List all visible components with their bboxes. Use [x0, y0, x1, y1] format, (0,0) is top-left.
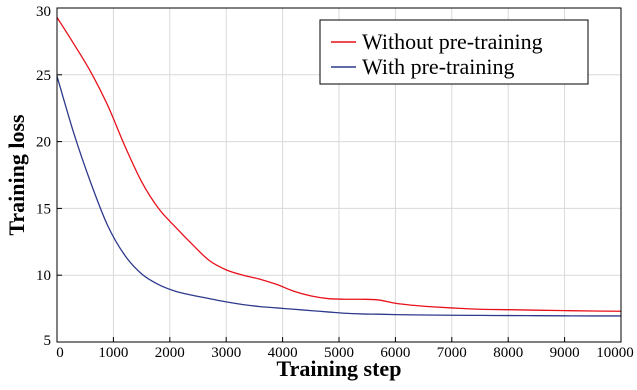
axis-ticks: 0 1000 2000 3000 4000 5000 6000 7000 8000 9000 100…	[36, 4, 634, 361]
y-tick-label: 20	[36, 135, 51, 151]
x-tick-label: 1000	[98, 345, 128, 361]
x-tick-label: 9000	[550, 345, 580, 361]
y-tick-label: 25	[36, 68, 51, 84]
x-tick-label: 0	[56, 345, 64, 361]
x-tick-label: 4000	[268, 345, 298, 361]
x-tick-label: 5000	[324, 345, 354, 361]
y-tick-label: 30	[36, 4, 51, 20]
x-tick-label: 3000	[211, 345, 241, 361]
y-tick-label: 15	[36, 201, 51, 217]
legend-label-without-pretraining: Without pre-training	[362, 29, 543, 54]
series-lines	[56, 17, 622, 317]
y-tick-label: 10	[36, 268, 51, 284]
series-line-without-pretraining	[56, 17, 622, 312]
legend-label-with-pretraining: With pre-training	[362, 54, 514, 79]
x-tick-label: 2000	[155, 345, 185, 361]
series-line-with-pretraining	[56, 75, 622, 317]
x-axis-label: Training step	[277, 356, 402, 381]
x-tick-label: 8000	[493, 345, 523, 361]
x-tick-label: 6000	[380, 345, 410, 361]
y-tick-label: 5	[44, 333, 52, 349]
y-axis-label: Training loss	[4, 114, 29, 236]
legend-box	[319, 19, 589, 85]
x-tick-label: 10000	[596, 345, 634, 361]
x-tick-label: 7000	[437, 345, 467, 361]
legend: Without pre-training With pre-training	[319, 19, 589, 85]
